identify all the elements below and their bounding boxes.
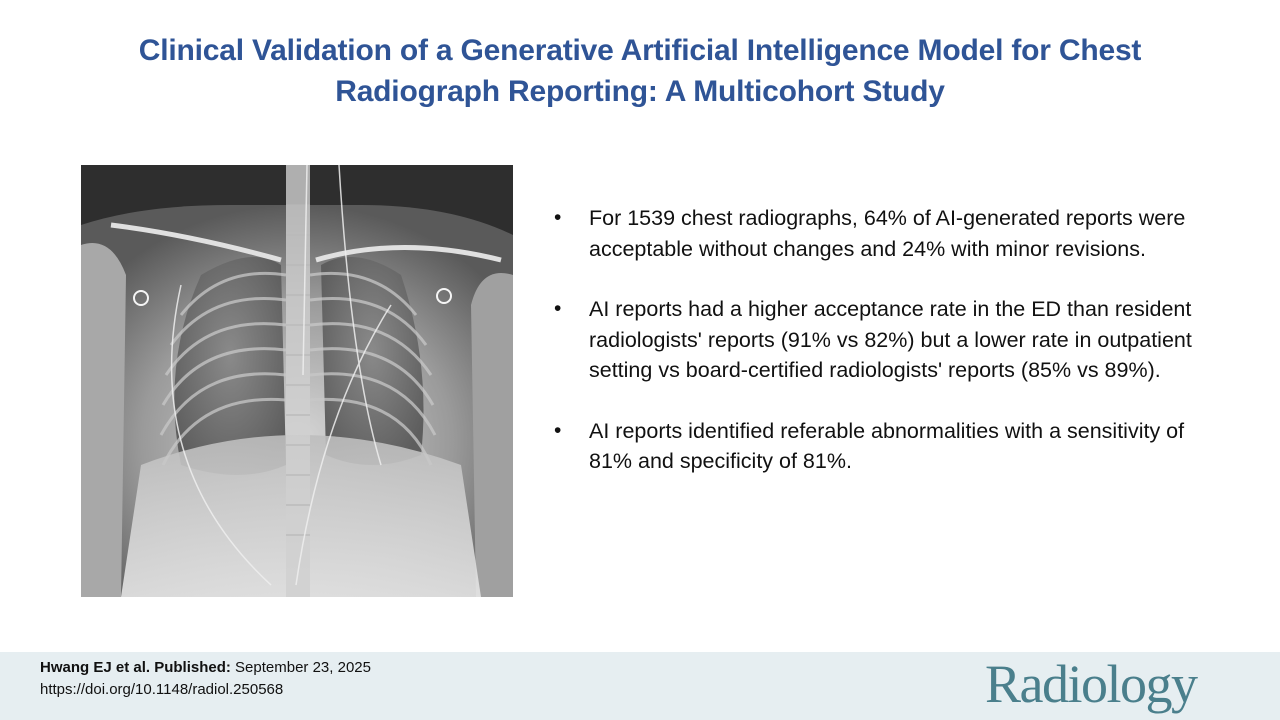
citation: Hwang EJ et al. Published: September 23,… (40, 657, 371, 701)
title-line-2: Radiograph Reporting: A Multicohort Stud… (335, 75, 945, 108)
page-title: Clinical Validation of a Generative Arti… (40, 30, 1240, 112)
bullet-icon: • (554, 297, 562, 320)
list-item: • For 1539 chest radiographs, 64% of AI-… (552, 203, 1232, 264)
doi-link[interactable]: https://doi.org/10.1148/radiol.250568 (40, 681, 284, 698)
chest-radiograph-image (81, 165, 513, 597)
list-item: • AI reports had a higher acceptance rat… (552, 294, 1232, 386)
finding-text: For 1539 chest radiographs, 64% of AI-ge… (589, 206, 1186, 261)
publication-date: September 23, 2025 (230, 659, 371, 676)
key-findings-list: • For 1539 chest radiographs, 64% of AI-… (552, 203, 1232, 507)
citation-line: Hwang EJ et al. Published: September 23,… (40, 657, 371, 679)
title-line-1: Clinical Validation of a Generative Arti… (138, 34, 1142, 67)
citation-authors: Hwang EJ et al. Published: (40, 659, 231, 676)
footer-band: Hwang EJ et al. Published: September 23,… (0, 652, 1280, 720)
finding-text: AI reports had a higher acceptance rate … (589, 297, 1192, 382)
finding-text: AI reports identified referable abnormal… (589, 418, 1185, 474)
bullet-icon: • (554, 418, 562, 442)
chest-xray-illustration (81, 165, 513, 597)
bullet-icon: • (554, 206, 562, 229)
radiology-journal-logo: Radiology (985, 654, 1198, 714)
list-item: • AI reports identified referable abnorm… (552, 416, 1232, 477)
